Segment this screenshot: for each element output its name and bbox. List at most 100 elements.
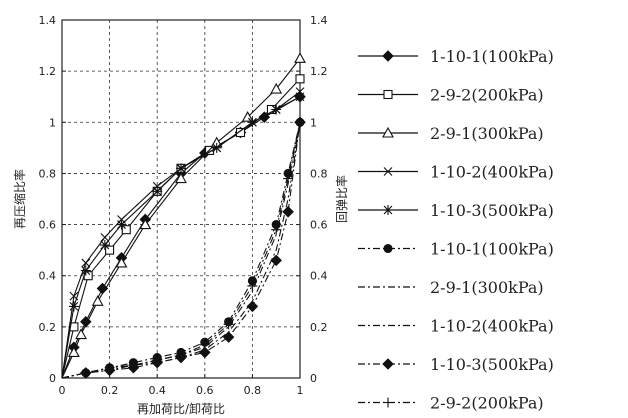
- series-line: [61, 96, 301, 379]
- y-axis-left-ticks: 0 0.2 0.4 0.6 0.8 1 1.2 1.4: [39, 14, 66, 385]
- legend-item: 1-10-3(500kPa): [358, 201, 554, 220]
- data-point: [222, 331, 235, 343]
- data-point: [152, 186, 163, 197]
- y-tick-label-left: 0.4: [39, 270, 57, 283]
- data-point: [175, 172, 187, 184]
- data-point: [271, 224, 282, 235]
- legend-item: 1-10-2(400kPa): [358, 317, 554, 336]
- plot-frame: [61, 19, 301, 379]
- legend-label: 1-10-1(100kPa): [430, 47, 554, 66]
- series-3: [61, 52, 306, 379]
- series-2: [61, 74, 305, 379]
- legend-swatch-marker: [382, 126, 394, 138]
- legend-item: 2-9-2(200kPa): [358, 394, 544, 413]
- grid-lines: [62, 20, 300, 378]
- y-tick-label-right: 0.6: [310, 219, 328, 232]
- series-line: [61, 122, 301, 379]
- data-point: [99, 240, 110, 251]
- data-point: [199, 339, 210, 350]
- data-point: [100, 232, 110, 242]
- data-point: [283, 173, 294, 184]
- series-line: [61, 122, 301, 379]
- series-1: [61, 90, 306, 379]
- legend-label: 1-10-2(400kPa): [430, 317, 554, 336]
- data-point: [270, 82, 283, 94]
- series-line: [61, 122, 301, 379]
- y-tick-label-right: 0: [310, 372, 317, 385]
- data-point: [270, 254, 282, 267]
- legend-label: 2-9-1(300kPa): [430, 124, 544, 143]
- y-tick-label-left: 0: [49, 372, 56, 385]
- data-point: [295, 91, 305, 102]
- legend-item: 1-10-3(500kPa): [358, 355, 554, 374]
- x-tick-label: 0.4: [148, 384, 166, 397]
- x-axis-ticks: 0 0.2 0.4 0.6 0.8 1: [59, 374, 304, 397]
- y-tick-label-right: 0.8: [310, 167, 328, 180]
- data-point: [271, 104, 282, 115]
- y-tick-label-left: 1.2: [39, 65, 57, 78]
- x-tick-label: 1: [297, 384, 304, 397]
- y-tick-label-right: 1.4: [310, 14, 328, 27]
- data-point: [104, 362, 115, 373]
- legend-item: 1-10-2(400kPa): [358, 163, 554, 182]
- data-point: [176, 349, 186, 360]
- series-line: [61, 58, 301, 379]
- x-tick-label: 0.8: [244, 384, 262, 397]
- y-tick-label-right: 0.4: [310, 270, 328, 283]
- series-line: [61, 91, 301, 379]
- legend-label: 1-10-2(400kPa): [430, 163, 554, 182]
- data-point: [81, 258, 91, 268]
- series-6: [61, 117, 305, 379]
- data-point: [246, 300, 259, 313]
- y-tick-label-left: 0.2: [39, 321, 57, 334]
- y-tick-label-left: 1.4: [39, 14, 57, 27]
- data-point: [116, 219, 127, 230]
- legend-swatch-marker: [383, 167, 393, 176]
- y-tick-label-left: 1: [49, 116, 56, 129]
- legend-label: 2-9-2(200kPa): [430, 86, 544, 105]
- data-point: [80, 265, 91, 276]
- data-point: [247, 117, 258, 128]
- series-5: [61, 91, 305, 379]
- series-line: [61, 122, 301, 379]
- legend-label: 2-9-1(300kPa): [430, 278, 544, 297]
- legend-swatch-marker: [383, 89, 393, 100]
- data-point: [68, 301, 79, 312]
- legend-swatch-marker: [383, 243, 393, 254]
- data-point: [67, 346, 80, 357]
- y-axis-right-ticks: 0 0.2 0.4 0.6 0.8 1 1.2 1.4: [296, 14, 328, 385]
- x-tick-label: 0.6: [196, 384, 214, 397]
- data-point: [235, 127, 246, 138]
- data-point: [121, 225, 131, 235]
- data-point: [294, 52, 306, 63]
- y-tick-label-right: 0.2: [310, 321, 328, 334]
- legend-swatch-marker: [383, 397, 393, 408]
- legend: 1-10-1(100kPa) 2-9-2(200kPa) 2-9-1(300kPa)…: [358, 47, 554, 413]
- data-point: [91, 295, 104, 306]
- data-point: [211, 142, 222, 153]
- data-point: [105, 245, 115, 255]
- legend-item: 2-9-2(200kPa): [358, 86, 544, 105]
- legend-label: 1-10-3(500kPa): [430, 355, 554, 374]
- series-8: [61, 122, 301, 379]
- y-axis-right-title: 回弹比率: [334, 175, 349, 223]
- data-point: [247, 280, 258, 291]
- data-point: [295, 74, 305, 84]
- y-tick-label-right: 1: [310, 116, 317, 129]
- series-line: [61, 96, 301, 379]
- x-axis-title: 再加荷比/卸荷比: [137, 401, 225, 416]
- data-point: [139, 218, 152, 230]
- x-tick-label: 0.2: [101, 384, 119, 397]
- series-layer: [61, 52, 306, 379]
- data-point: [223, 319, 234, 330]
- data-point: [115, 256, 128, 268]
- y-tick-label-left: 0.6: [39, 219, 57, 232]
- y-tick-label-left: 0.8: [39, 167, 57, 180]
- series-7: [61, 122, 301, 379]
- data-point: [75, 328, 87, 340]
- legend-label: 1-10-1(100kPa): [430, 240, 554, 259]
- legend-label: 2-9-2(200kPa): [430, 394, 544, 413]
- legend-item: 1-10-1(100kPa): [358, 47, 554, 66]
- legend-item: 2-9-1(300kPa): [358, 124, 544, 143]
